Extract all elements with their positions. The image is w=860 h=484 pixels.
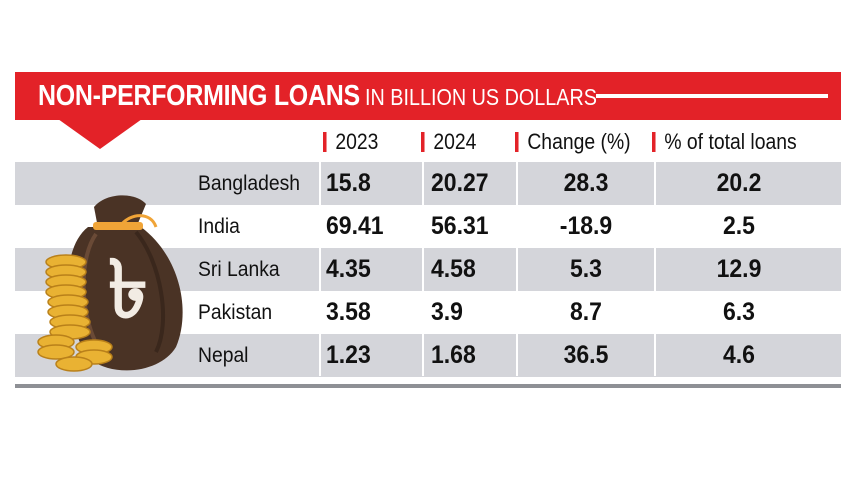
value-share: 2.5 xyxy=(723,212,755,240)
table-row: Bangladesh 15.8 20.27 28.3 20.2 xyxy=(15,162,841,205)
table-bottom-rule xyxy=(15,384,841,388)
chart-title: NON-PERFORMING LOANS IN BILLION US DOLLAR… xyxy=(38,80,597,112)
column-divider xyxy=(654,162,656,376)
column-header-label: 2024 xyxy=(433,129,477,154)
red-marker-icon xyxy=(652,132,656,152)
value-2024: 3.9 xyxy=(431,298,463,326)
country-name: Sri Lanka xyxy=(198,258,280,281)
red-marker-icon xyxy=(515,132,519,152)
value-2023: 69.41 xyxy=(326,212,384,240)
column-header-share: % of total loans xyxy=(652,127,797,157)
value-change: 5.3 xyxy=(570,255,602,283)
column-header-change: Change (%) xyxy=(515,127,631,157)
column-divider xyxy=(422,162,424,376)
value-2024: 1.68 xyxy=(431,341,476,369)
country-name: Nepal xyxy=(198,344,249,367)
title-rule xyxy=(596,94,828,98)
money-bag-icon: ৳ xyxy=(37,195,183,372)
column-divider xyxy=(319,162,321,376)
red-marker-icon xyxy=(421,132,425,152)
country-name: Pakistan xyxy=(198,301,273,324)
title-unit: IN BILLION US DOLLARS xyxy=(364,84,597,110)
value-2024: 56.31 xyxy=(431,212,489,240)
value-2023: 4.35 xyxy=(326,255,371,283)
value-2023: 15.8 xyxy=(326,169,371,197)
value-share: 12.9 xyxy=(716,255,762,283)
value-change: 8.7 xyxy=(570,298,602,326)
country-name: Bangladesh xyxy=(198,172,301,195)
value-change: 36.5 xyxy=(563,341,609,369)
value-share: 20.2 xyxy=(716,169,762,197)
value-change: -18.9 xyxy=(559,212,613,240)
value-share: 4.6 xyxy=(723,341,755,369)
value-2024: 4.58 xyxy=(431,255,476,283)
value-2023: 1.23 xyxy=(326,341,371,369)
banner-notch xyxy=(58,119,142,149)
value-share: 6.3 xyxy=(723,298,755,326)
column-header-label: 2023 xyxy=(335,129,379,154)
column-header-label: % of total loans xyxy=(664,129,797,154)
value-2023: 3.58 xyxy=(326,298,371,326)
red-marker-icon xyxy=(323,132,327,152)
value-2024: 20.27 xyxy=(431,169,489,197)
column-header-label: Change (%) xyxy=(527,129,631,154)
taka-symbol: ৳ xyxy=(108,243,148,336)
column-header-2024: 2024 xyxy=(421,127,476,157)
column-header-2023: 2023 xyxy=(323,127,378,157)
column-divider xyxy=(516,162,518,376)
title-main: NON-PERFORMING LOANS xyxy=(38,80,360,112)
country-name: India xyxy=(198,215,240,238)
value-change: 28.3 xyxy=(563,169,609,197)
